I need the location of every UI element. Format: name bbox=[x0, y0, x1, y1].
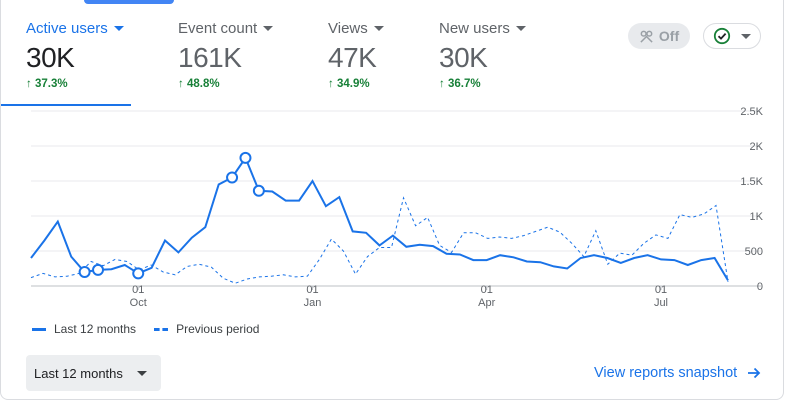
y-tick-label: 1K bbox=[750, 211, 764, 223]
insights-toggle[interactable]: Off bbox=[628, 23, 690, 49]
legend-label: Last 12 months bbox=[54, 322, 137, 336]
chart-legend: Last 12 months Previous period bbox=[32, 322, 267, 336]
x-tick-label: Jul bbox=[654, 297, 668, 309]
y-tick-label: 500 bbox=[745, 246, 763, 258]
annotation-marker[interactable] bbox=[78, 266, 91, 278]
metric-value: 30K bbox=[26, 42, 75, 73]
chevron-down-icon bbox=[136, 370, 147, 376]
insights-toggle-label: Off bbox=[658, 28, 680, 44]
metric-label: Active users bbox=[26, 20, 124, 37]
y-tick-label: 1.5K bbox=[740, 176, 763, 188]
y-tick-label: 0 bbox=[757, 281, 763, 293]
metric-value: 30K bbox=[439, 42, 488, 73]
arrow-right-icon bbox=[748, 367, 761, 379]
annotation-marker[interactable] bbox=[132, 267, 145, 280]
x-tick-label: 01 bbox=[306, 284, 318, 296]
legend-swatch-solid bbox=[32, 327, 46, 331]
metric-views[interactable]: Views 47K ↑ 34.9% bbox=[328, 20, 384, 90]
metric-active-users[interactable]: Active users 30K ↑ 37.3% bbox=[26, 20, 124, 90]
annotation-marker[interactable] bbox=[92, 263, 105, 276]
view-reports-snapshot-link[interactable]: View reports snapshot bbox=[594, 365, 761, 381]
x-tick-label: Jan bbox=[304, 297, 322, 309]
date-range-dropdown[interactable]: Last 12 months bbox=[26, 355, 161, 391]
legend-label: Previous period bbox=[176, 322, 260, 336]
metric-change: ↑ 37.3% bbox=[26, 78, 68, 90]
chevron-down-icon bbox=[741, 33, 751, 39]
metric-new-users[interactable]: New users 30K ↑ 36.7% bbox=[439, 20, 526, 90]
legend-swatch-dashed bbox=[154, 327, 169, 331]
metric-value: 47K bbox=[328, 42, 377, 73]
card-top-accent bbox=[84, 0, 174, 4]
legend-item-previous[interactable]: Previous period bbox=[154, 322, 259, 336]
chevron-down-icon bbox=[113, 26, 124, 31]
x-tick-label: Apr bbox=[478, 297, 495, 309]
annotation-marker[interactable] bbox=[226, 171, 239, 184]
y-tick-label: 2K bbox=[750, 141, 764, 153]
metric-event-count[interactable]: Event count 161K ↑ 48.8% bbox=[178, 20, 274, 90]
date-range-label: Last 12 months bbox=[34, 365, 123, 381]
x-tick-label: 01 bbox=[481, 284, 493, 296]
metric-change: ↑ 48.8% bbox=[178, 78, 220, 90]
chevron-down-icon bbox=[263, 26, 274, 31]
annotation-marker[interactable] bbox=[252, 184, 265, 197]
metric-label: Event count bbox=[178, 20, 274, 37]
chevron-down-icon bbox=[515, 26, 526, 31]
metric-value: 161K bbox=[178, 42, 242, 73]
metric-change: ↑ 34.9% bbox=[328, 78, 370, 90]
series-last-12-months bbox=[30, 155, 729, 281]
people-icon bbox=[640, 30, 653, 43]
chevron-down-icon bbox=[373, 26, 384, 31]
x-tick-label: 01 bbox=[655, 284, 667, 296]
metric-change: ↑ 36.7% bbox=[439, 78, 481, 90]
active-metric-indicator bbox=[1, 104, 131, 106]
snapshot-link-label: View reports snapshot bbox=[594, 365, 738, 381]
x-tick-label: 01 bbox=[132, 284, 144, 296]
y-tick-label: 2.5K bbox=[740, 106, 763, 118]
metric-label: Views bbox=[328, 20, 384, 37]
legend-item-current[interactable]: Last 12 months bbox=[32, 322, 136, 336]
check-circle-icon bbox=[713, 27, 731, 45]
annotation-marker[interactable] bbox=[239, 151, 252, 164]
metric-label: New users bbox=[439, 20, 526, 37]
status-dropdown[interactable] bbox=[703, 23, 761, 49]
x-tick-label: Oct bbox=[130, 297, 147, 309]
